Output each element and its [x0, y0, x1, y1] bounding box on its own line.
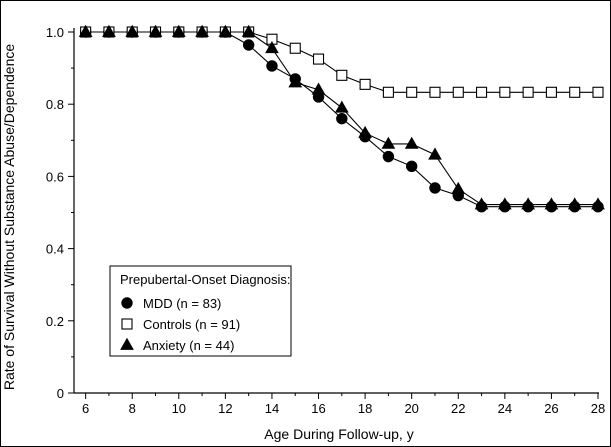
plot-area: 6 8 10 12 14 16 18 20 22 24 26 28 0 0.2 0.4 0.6 0.8 1.0	[46, 24, 605, 416]
anxiety-point	[544, 197, 559, 210]
legend-mdd-label: MDD (n = 83)	[143, 296, 221, 311]
y-tick-label: 0	[57, 386, 64, 401]
anxiety-point	[474, 197, 489, 210]
controls-series-markers	[80, 26, 604, 98]
controls-point	[359, 78, 371, 90]
controls-point	[406, 86, 418, 98]
legend-controls-marker	[121, 318, 133, 330]
x-tick-label: 14	[265, 401, 279, 416]
x-tick-label: 26	[544, 401, 558, 416]
anxiety-point	[428, 147, 442, 160]
anxiety-point	[241, 24, 256, 37]
legend-mdd-marker	[121, 297, 133, 309]
controls-point	[452, 86, 464, 98]
controls-point	[289, 42, 301, 54]
x-tick-label: 6	[82, 401, 89, 416]
controls-point	[545, 86, 557, 98]
anxiety-point	[591, 197, 605, 210]
legend-title: Prepubertal-Onset Diagnosis:	[120, 272, 291, 287]
anxiety-point	[195, 24, 209, 37]
x-tick-label: 22	[451, 401, 465, 416]
x-tick-label: 12	[218, 401, 232, 416]
x-axis-ticks: 6 8 10 12 14 16 18 20 22 24 26 28	[82, 393, 605, 416]
x-tick-label: 20	[404, 401, 418, 416]
y-tick-label: 0.8	[46, 97, 64, 112]
controls-point	[499, 86, 511, 98]
x-tick-label: 16	[311, 401, 325, 416]
anxiety-point	[404, 136, 419, 149]
y-tick-label: 0.2	[46, 314, 64, 329]
y-tick-label: 0.4	[46, 242, 64, 257]
mdd-series-markers	[79, 26, 604, 213]
legend: Prepubertal-Onset Diagnosis: MDD (n = 83…	[109, 265, 292, 357]
series-layer	[78, 24, 605, 213]
anxiety-point	[497, 197, 512, 210]
controls-point	[336, 69, 348, 81]
anxiety-point	[102, 24, 116, 37]
anxiety-point	[148, 24, 163, 37]
anxiety-point	[311, 82, 326, 95]
anxiety-point	[521, 197, 535, 210]
anxiety-point	[125, 24, 140, 37]
anxiety-point	[358, 125, 372, 138]
anxiety-point	[218, 24, 233, 37]
mdd-point	[382, 150, 395, 163]
x-tick-label: 24	[498, 401, 512, 416]
x-tick-label: 10	[172, 401, 186, 416]
anxiety-point	[78, 24, 93, 37]
y-axis-ticks: 0 0.2 0.4 0.6 0.8 1.0	[46, 25, 74, 401]
anxiety-point	[265, 41, 279, 54]
anxiety-point	[288, 75, 303, 88]
controls-point	[522, 86, 534, 98]
controls-point	[592, 86, 604, 98]
mdd-point	[429, 182, 441, 194]
anxiety-point	[381, 136, 396, 149]
mdd-point	[242, 39, 255, 51]
x-tick-label: 28	[591, 401, 605, 416]
y-tick-label: 0.6	[46, 169, 64, 184]
anxiety-point	[567, 197, 582, 210]
mdd-point	[405, 160, 418, 172]
anxiety-point	[171, 24, 186, 37]
legend-box	[109, 265, 292, 357]
controls-point	[312, 53, 325, 65]
mdd-point	[336, 112, 348, 125]
legend-anxiety-marker	[120, 337, 134, 350]
anxiety-series-markers	[78, 24, 605, 210]
x-tick-label: 8	[129, 401, 136, 416]
anxiety-point	[451, 181, 466, 194]
controls-series-line	[85, 31, 598, 93]
controls-point	[429, 86, 441, 98]
controls-point	[569, 86, 581, 98]
anxiety-point	[334, 100, 349, 113]
legend-anxiety-label: Anxiety (n = 44)	[143, 338, 234, 353]
legend-items: MDD (n = 83) Controls (n = 91) Anxiety (n …	[120, 296, 240, 353]
x-axis-label: Age During Follow-up, y	[264, 426, 413, 442]
y-tick-label: 1.0	[46, 25, 64, 40]
controls-point	[382, 86, 394, 98]
x-tick-label: 18	[358, 401, 372, 416]
controls-point	[476, 86, 488, 98]
legend-controls-label: Controls (n = 91)	[143, 317, 240, 332]
mdd-point	[266, 60, 278, 72]
y-axis-label: Rate of Survival Without Substance Abuse…	[1, 44, 17, 391]
